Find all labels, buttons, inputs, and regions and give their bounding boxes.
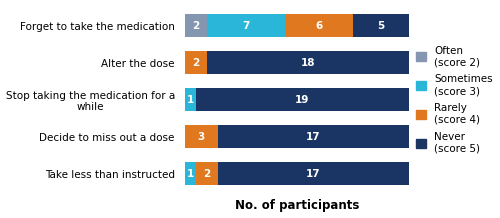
Bar	[184, 162, 196, 185]
Text: 5: 5	[378, 21, 384, 31]
Text: 2: 2	[204, 169, 210, 179]
Bar	[184, 125, 218, 148]
Bar	[184, 88, 196, 111]
Text: 3: 3	[198, 132, 205, 142]
Bar	[218, 125, 409, 148]
X-axis label: No. of participants: No. of participants	[234, 199, 359, 213]
Bar	[218, 162, 409, 185]
Bar	[207, 51, 409, 74]
Bar	[184, 51, 207, 74]
Text: 7: 7	[242, 21, 250, 31]
Text: 6: 6	[316, 21, 323, 31]
Text: 18: 18	[301, 58, 316, 68]
Text: 1: 1	[186, 169, 194, 179]
Text: 1: 1	[186, 95, 194, 105]
Bar	[196, 162, 218, 185]
Bar	[196, 88, 409, 111]
Bar	[207, 14, 286, 37]
Text: 17: 17	[306, 169, 321, 179]
Bar	[184, 14, 207, 37]
Bar	[353, 14, 409, 37]
Text: 2: 2	[192, 21, 200, 31]
Text: 17: 17	[306, 132, 321, 142]
Bar	[286, 14, 353, 37]
Text: 19: 19	[295, 95, 310, 105]
Legend: Often
(score 2), Sometimes
(score 3), Rarely
(score 4), Never
(score 5): Often (score 2), Sometimes (score 3), Ra…	[416, 46, 493, 154]
Text: 2: 2	[192, 58, 200, 68]
